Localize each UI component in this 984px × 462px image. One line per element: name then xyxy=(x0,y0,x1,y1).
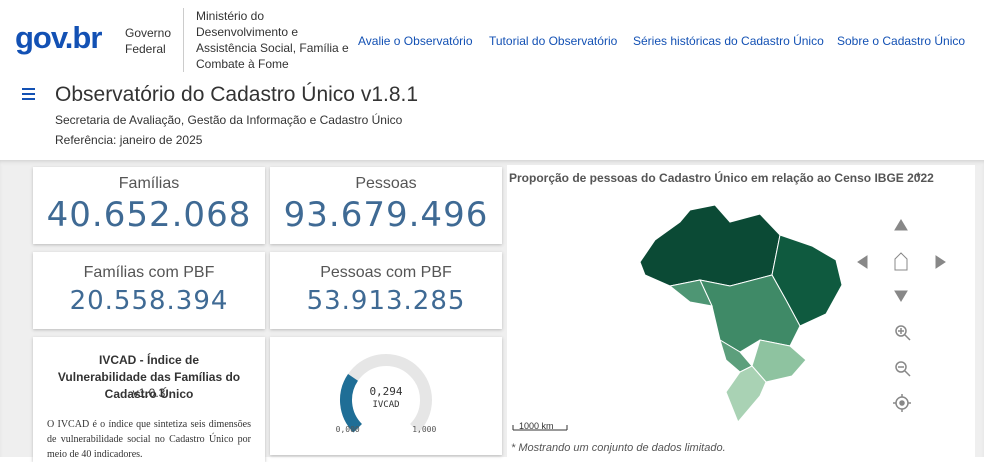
kpi-label: Pessoas com PBF xyxy=(320,264,452,281)
ministry: Ministério do Desenvolvimento e Assistên… xyxy=(196,9,349,71)
pan-up[interactable] xyxy=(894,219,908,231)
kpi-value: 20.558.394 xyxy=(69,286,229,316)
region xyxy=(639,204,781,287)
reference: Referência: janeiro de 2025 xyxy=(55,133,203,147)
scale-label: 1000 km xyxy=(519,421,554,431)
footnote: * Mostrando um conjunto de dados limitad… xyxy=(511,442,726,454)
kpi-label: Famílias com PBF xyxy=(83,264,215,281)
pan-down[interactable] xyxy=(894,290,908,302)
kpi-value: 40.652.068 xyxy=(46,195,252,235)
map xyxy=(512,204,946,431)
map-title: Proporção de pessoas do Cadastro Único e… xyxy=(509,171,934,185)
home[interactable] xyxy=(894,252,908,271)
subtitle: Secretaria de Avaliação, Gestão da Infor… xyxy=(55,113,403,127)
pan-left[interactable] xyxy=(857,255,868,269)
logo[interactable]: gov.br xyxy=(15,20,102,55)
region xyxy=(668,279,713,307)
gauge-min-label: 0,000 xyxy=(336,425,360,434)
kpi-card: Famílias com PBF 20.558.394 xyxy=(33,252,265,329)
kpi-label: Pessoas xyxy=(355,175,417,192)
gauge-value xyxy=(340,374,363,433)
kpi-card: Famílias 40.652.068 xyxy=(33,167,265,244)
gauge-max-label: 1,000 xyxy=(412,425,436,434)
locate[interactable] xyxy=(893,394,911,412)
ivcad-card: IVCAD - Índice de Vulnerabilidade das Fa… xyxy=(33,337,265,462)
gauge: 0,294 IVCAD 0,000 1,000 xyxy=(336,354,437,434)
kpi-value: 93.679.496 xyxy=(283,195,489,235)
nav-link[interactable]: Avalie o Observatório xyxy=(358,34,473,48)
zoom-out[interactable] xyxy=(895,361,911,377)
ivcad-title: IVCAD - Índice de Vulnerabilidade das Fa… xyxy=(57,353,241,401)
zoom-in[interactable] xyxy=(895,325,911,341)
kpi-label: Famílias xyxy=(118,175,180,192)
map-note-marker: * xyxy=(916,170,921,184)
nav-link[interactable]: Séries históricas do Cadastro Único xyxy=(633,34,824,48)
divider xyxy=(183,8,184,72)
pan-right[interactable] xyxy=(935,255,946,269)
government: Governo Federal xyxy=(125,26,172,56)
ivcad-description: O IVCAD é o índice que sintetiza seis di… xyxy=(47,419,251,460)
gauge-value-label: 0,294 xyxy=(369,385,402,398)
kpi-card: Pessoas 93.679.496 xyxy=(270,167,502,244)
kpi-value: 53.913.285 xyxy=(306,286,466,316)
gauge-card: 0,294 IVCAD 0,000 1,000 xyxy=(270,337,502,455)
page-title: Observatório do Cadastro Único v1.8.1 xyxy=(55,83,419,106)
menu-icon[interactable] xyxy=(22,88,36,100)
nav-link[interactable]: Sobre o Cadastro Único xyxy=(837,34,966,48)
map-panel: Proporção de pessoas do Cadastro Único e… xyxy=(507,165,975,457)
region xyxy=(725,365,767,423)
ivcad-version: v1.0.3 xyxy=(132,386,166,400)
nav-link[interactable]: Tutorial do Observatório xyxy=(489,34,618,48)
kpi-card: Pessoas com PBF 53.913.285 xyxy=(270,252,502,329)
gauge-label: IVCAD xyxy=(372,400,399,410)
